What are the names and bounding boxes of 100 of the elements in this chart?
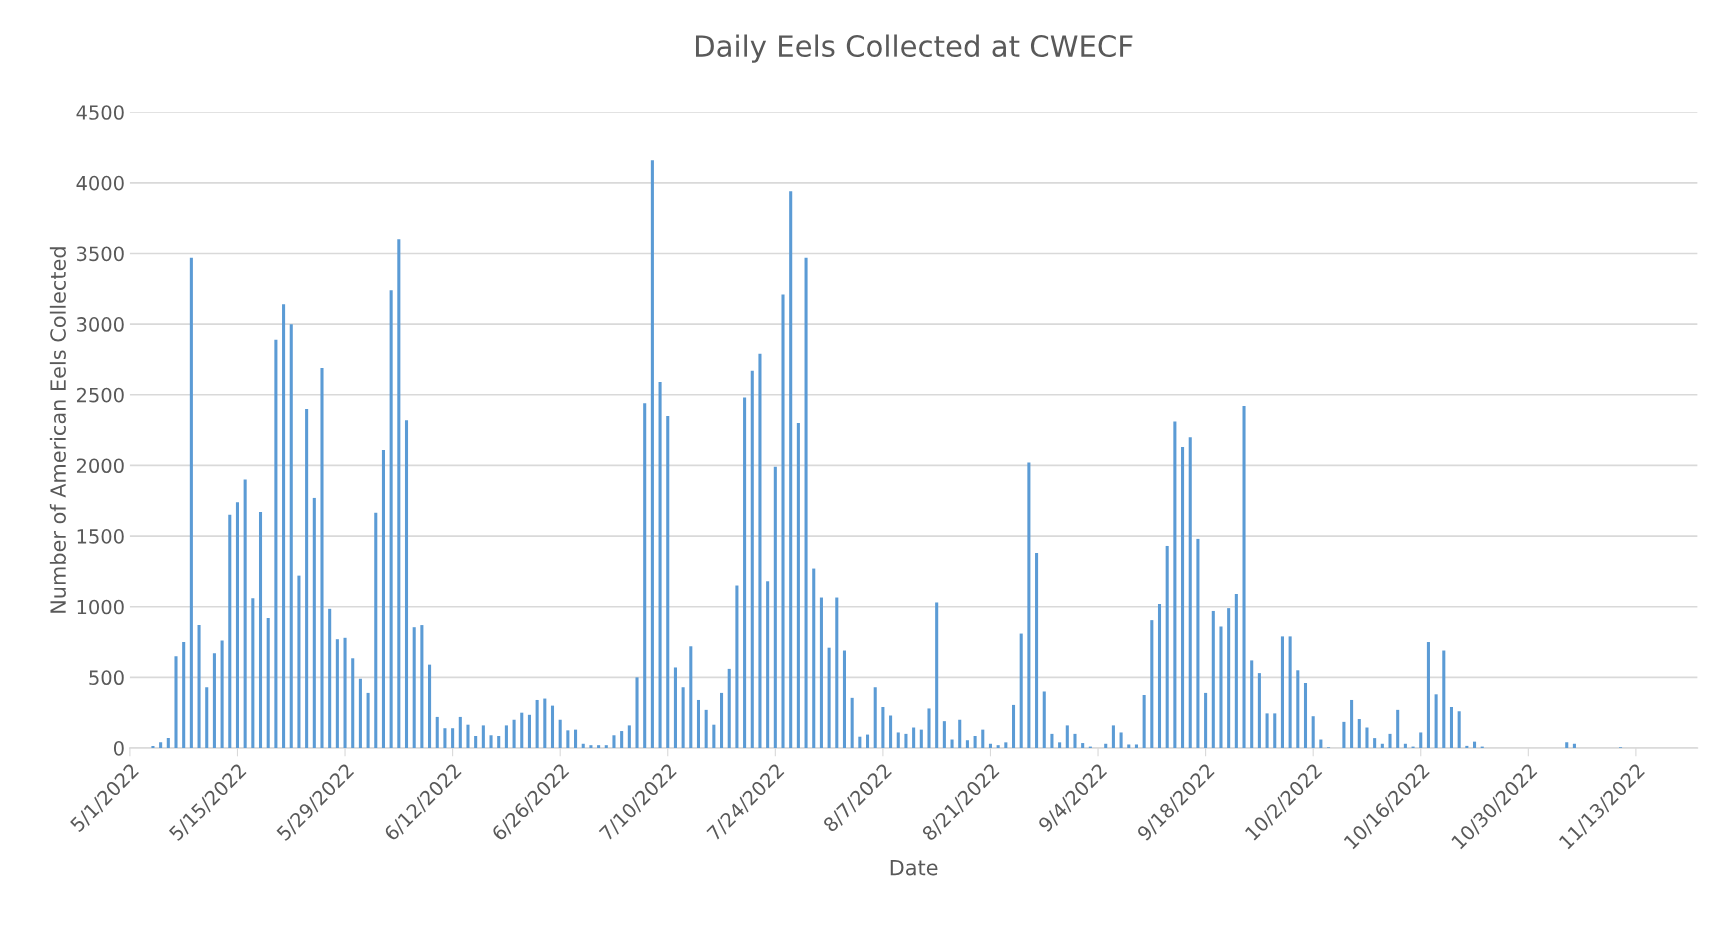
chart-title: Daily Eels Collected at CWECF	[696, 34, 1133, 63]
bar	[881, 707, 885, 748]
bar	[727, 668, 731, 748]
bar	[589, 745, 593, 748]
bar	[1204, 692, 1208, 748]
bar	[435, 716, 439, 748]
bar	[1119, 732, 1123, 748]
bar	[950, 739, 954, 748]
bar	[1350, 699, 1354, 748]
bar	[1303, 683, 1308, 748]
bar	[889, 715, 893, 748]
bar	[935, 602, 939, 748]
bar	[988, 743, 992, 748]
bar	[1081, 743, 1085, 748]
bar	[1396, 709, 1400, 748]
bar	[620, 731, 624, 748]
bar	[1027, 462, 1031, 748]
bar	[1042, 691, 1046, 748]
bar	[958, 719, 962, 748]
bar	[512, 719, 516, 748]
bar	[1104, 743, 1108, 748]
bar	[912, 727, 916, 748]
bar	[1196, 538, 1200, 748]
bar	[1365, 727, 1369, 748]
bar	[282, 304, 286, 748]
bar	[1434, 694, 1438, 748]
bar	[1211, 610, 1215, 748]
bar	[174, 656, 178, 748]
y-tick-label: 3500	[77, 246, 124, 262]
bar	[904, 733, 908, 748]
bar	[343, 637, 347, 748]
bar	[189, 257, 193, 748]
bar	[212, 653, 216, 748]
bar	[1457, 711, 1461, 748]
bar	[481, 725, 485, 748]
bar	[1227, 608, 1231, 748]
bar	[1188, 437, 1192, 748]
bar	[735, 585, 739, 748]
bar	[305, 408, 309, 748]
bar	[720, 692, 724, 748]
y-tick-label: 4500	[76, 105, 124, 120]
bar	[1280, 636, 1284, 748]
bar	[896, 732, 900, 748]
bar	[159, 742, 163, 748]
bar	[474, 735, 478, 748]
bar	[1011, 704, 1016, 748]
bar	[358, 678, 362, 748]
bar	[1142, 695, 1146, 748]
bar	[1473, 741, 1477, 748]
y-tick-label: 2500	[76, 387, 124, 403]
y-axis-title: Number of American Eels Collected	[49, 247, 66, 613]
bar	[1058, 742, 1062, 748]
bar	[1273, 713, 1277, 748]
bar	[819, 597, 823, 748]
bar	[812, 568, 816, 748]
bar	[643, 403, 647, 748]
bar	[1234, 594, 1238, 748]
bar	[743, 397, 747, 748]
bar	[535, 699, 539, 748]
bar	[850, 697, 854, 748]
bar	[1426, 642, 1430, 748]
bar	[312, 497, 316, 748]
bar	[251, 598, 255, 748]
bar	[604, 745, 608, 748]
bar	[228, 514, 232, 748]
bar	[973, 735, 977, 748]
bar	[1004, 742, 1008, 748]
bar	[627, 725, 631, 748]
bar	[220, 640, 224, 748]
y-tick-label: 500	[89, 670, 124, 686]
bar	[1373, 738, 1377, 748]
bar	[1157, 603, 1162, 748]
bar	[550, 705, 555, 748]
bar	[1296, 670, 1300, 748]
bar	[781, 294, 785, 748]
bar	[666, 415, 670, 748]
bar	[919, 729, 923, 748]
bar	[689, 646, 693, 748]
y-tick-label: 4000	[76, 175, 124, 191]
bar	[789, 191, 793, 748]
bar	[704, 709, 708, 748]
bar	[1442, 650, 1446, 748]
bar	[274, 339, 278, 748]
bar	[1134, 744, 1138, 748]
bar	[412, 627, 416, 748]
bar	[443, 728, 447, 748]
bar	[397, 239, 401, 748]
bar	[873, 687, 877, 748]
bar	[366, 692, 370, 748]
bar	[1419, 732, 1423, 748]
bar	[504, 725, 508, 748]
bar	[1250, 660, 1254, 748]
y-tick-label: 2000	[76, 458, 124, 474]
bar	[1019, 633, 1023, 748]
bar	[773, 466, 777, 748]
bar	[389, 290, 393, 748]
bar	[696, 699, 701, 748]
bar	[1388, 733, 1392, 748]
bar	[197, 625, 201, 748]
bar	[381, 449, 385, 748]
